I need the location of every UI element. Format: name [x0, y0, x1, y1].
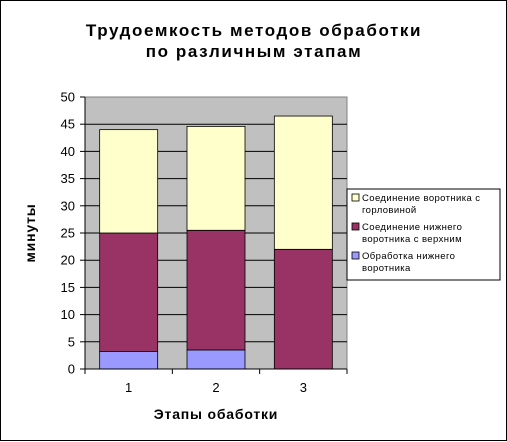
legend-swatch — [351, 222, 360, 231]
x-tick-labels: 1 2 3 — [125, 380, 307, 395]
bar-segment-2-cat-2 — [186, 229, 246, 351]
legend-entry-label: воротника — [362, 263, 411, 274]
bar-segment-1-cat-1 — [99, 351, 159, 370]
x-tick-label: 3 — [300, 380, 307, 395]
bar-segment-3-cat-2 — [186, 125, 246, 231]
y-tick-label: 45 — [61, 117, 75, 132]
chart-title-line: по различным этапам — [146, 42, 363, 61]
y-tick-label: 0 — [68, 362, 75, 377]
legend-entry-label: Соединение нижнего — [362, 222, 462, 233]
bar-segment-3-cat-3 — [273, 115, 333, 250]
legend-entry-label: Обработка нижнего — [362, 251, 455, 262]
x-tick-label: 1 — [125, 380, 132, 395]
y-axis-label: минуты — [22, 204, 38, 263]
bar-segment-2-cat-1 — [99, 232, 159, 352]
axes — [80, 96, 348, 374]
x-tick-label: 2 — [212, 380, 219, 395]
y-tick-label: 20 — [61, 253, 75, 268]
bar-segment-3-cat-1 — [99, 129, 159, 234]
y-tick-label: 50 — [61, 90, 75, 105]
legend-swatch — [351, 251, 360, 260]
y-tick-label: 5 — [68, 334, 75, 349]
y-tick-label: 35 — [61, 171, 75, 186]
y-tick-label: 40 — [61, 144, 75, 159]
y-tick-label: 30 — [61, 198, 75, 213]
legend-entry-label: горловиной — [362, 205, 417, 216]
legend-swatch — [351, 193, 360, 202]
bars — [99, 115, 333, 370]
chart-title-line: Трудоемкость методов обработки — [86, 21, 422, 40]
y-tick-label: 25 — [61, 226, 75, 241]
chart-title: Трудоемкость методов обработки по различн… — [86, 21, 422, 61]
y-tick-labels: 0 5 10 15 20 25 30 35 40 45 50 — [61, 90, 75, 377]
x-axis-label: Этапы обаботки — [154, 406, 278, 422]
legend-box — [346, 188, 501, 281]
y-tick-label: 10 — [61, 307, 75, 322]
legend-entry-label: Соединение воротника с — [362, 193, 480, 204]
legend-entry-label: воротника с верхним — [362, 234, 462, 245]
bar-segment-1-cat-2 — [186, 349, 246, 370]
bar-segment-2-cat-3 — [273, 248, 333, 370]
y-tick-label: 15 — [61, 280, 75, 295]
